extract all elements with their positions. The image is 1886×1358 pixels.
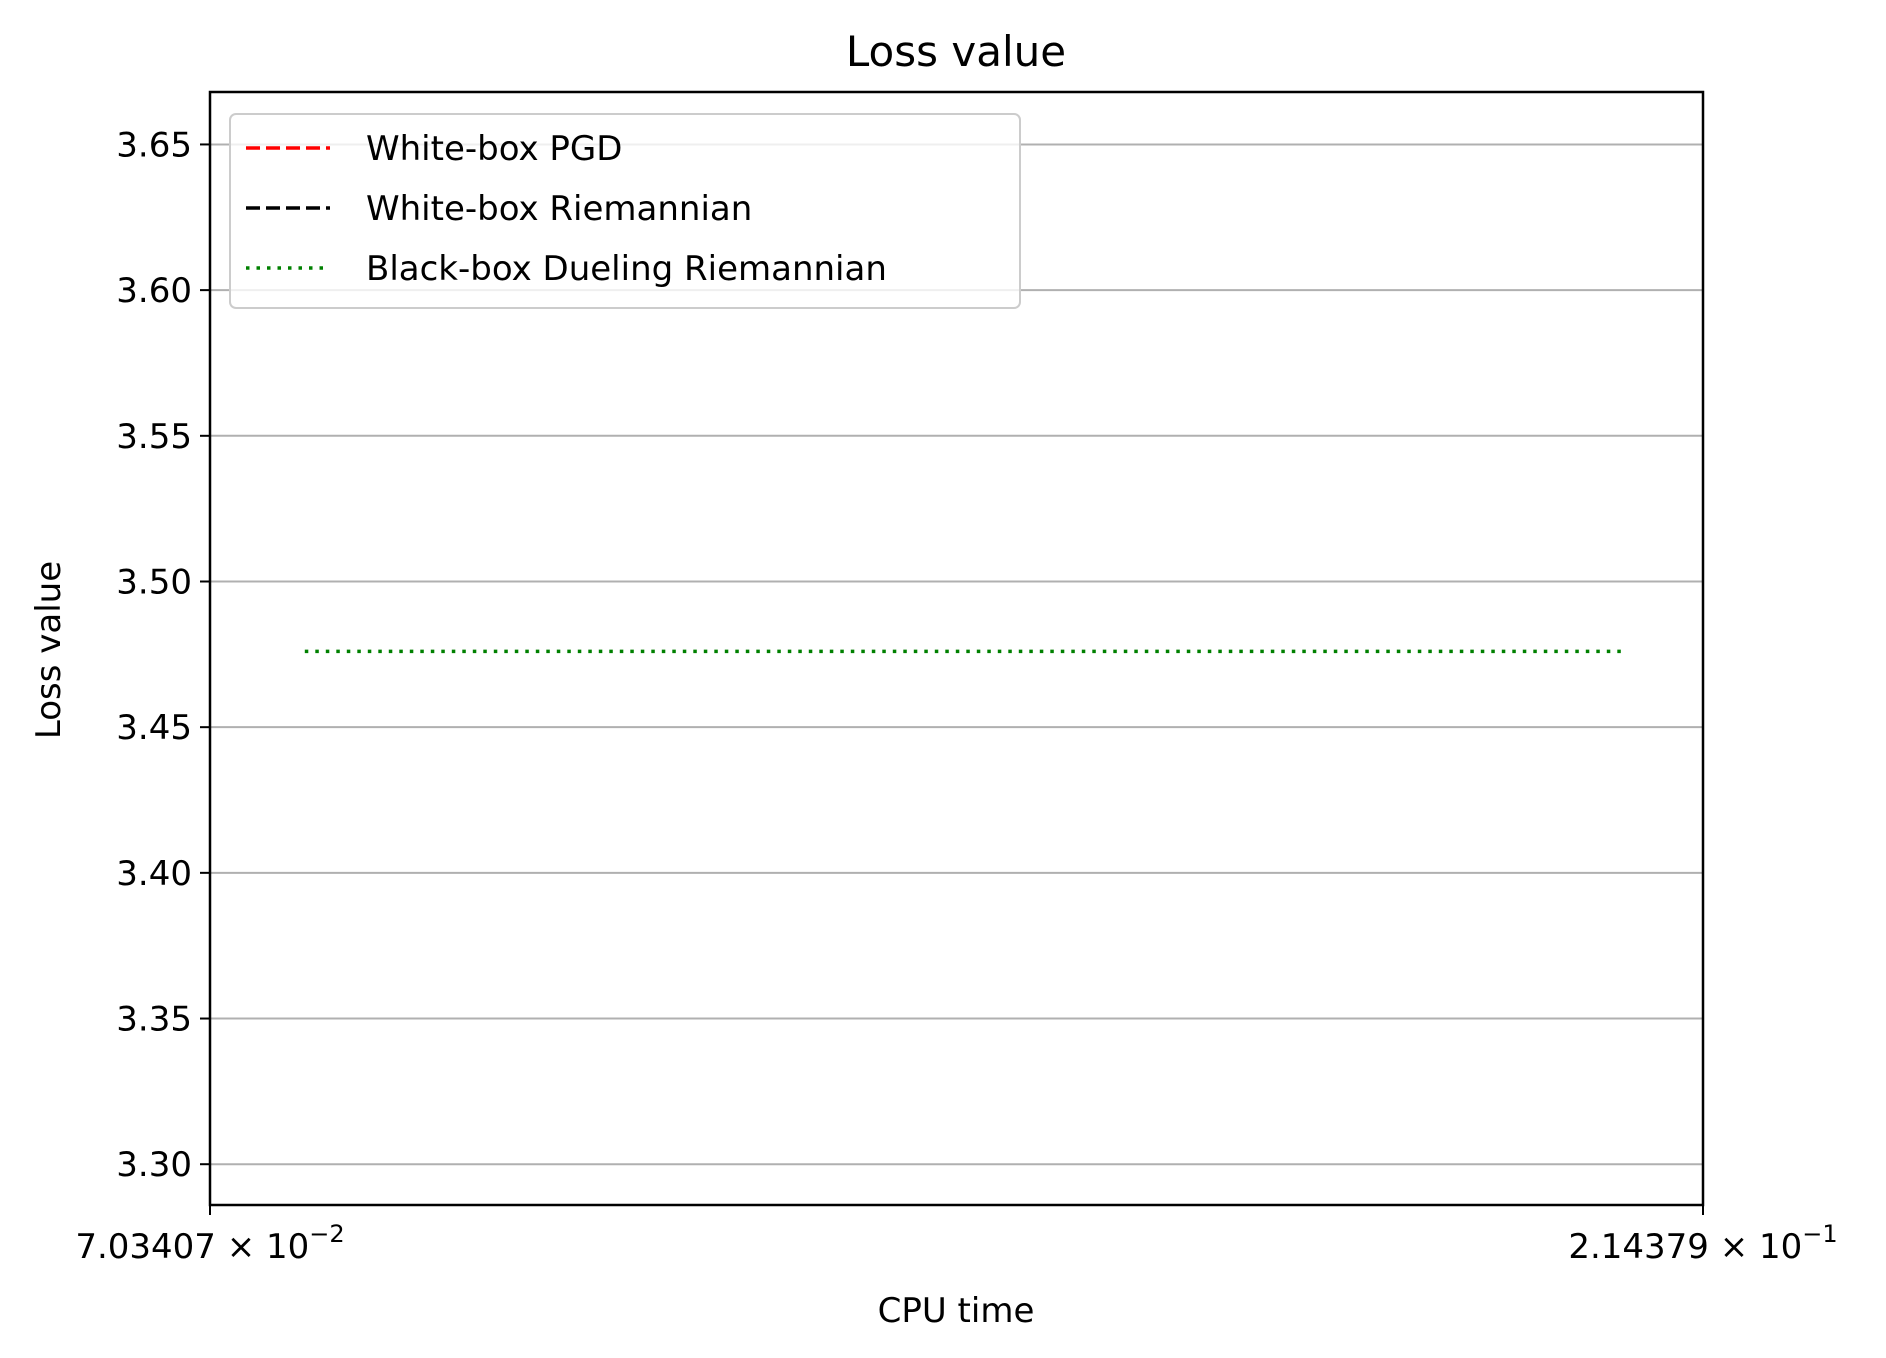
legend-label: White-box Riemannian [366,189,752,229]
legend-label: Black-box Dueling Riemannian [366,249,887,289]
y-tick-label: 3.35 [116,1000,192,1040]
legend-label: White-box PGD [366,129,622,169]
x-axis-ticks: 7.03407 × 10−2 2.14379 × 10−1 [75,1205,1838,1267]
x-tick-label: 2.14379 × 10−1 [1568,1220,1837,1267]
x-tick-exponent: −2 [309,1220,344,1248]
x-tick-times: × [216,1227,266,1267]
x-tick-exponent: −1 [1802,1220,1837,1248]
legend-box [229,113,1021,309]
x-tick-base: 10 [266,1227,309,1267]
x-tick-mantissa: 2.14379 [1568,1227,1709,1267]
y-tick-label: 3.45 [116,708,192,748]
y-tick-label: 3.50 [116,562,192,602]
chart-title: Loss value [846,27,1066,76]
x-tick-label: 7.03407 × 10−2 [75,1220,344,1267]
y-tick-label: 3.65 [116,125,192,165]
x-tick-base: 10 [1759,1227,1802,1267]
x-tick-times: × [1709,1227,1759,1267]
y-axis-label: Loss value [29,561,69,739]
x-tick-mantissa: 7.03407 [75,1227,216,1267]
y-tick-label: 3.55 [116,417,192,457]
y-tick-label: 3.40 [116,854,192,894]
y-tick-label: 3.30 [116,1145,192,1185]
legend: White-box PGD White-box Riemannian Black-b… [229,113,1021,309]
y-tick-label: 3.60 [116,271,192,311]
y-axis-ticks: 3.30 3.35 3.40 3.45 3.50 3.55 3.60 3.65 [116,125,210,1185]
plot-frame [208,90,1705,1207]
x-axis-label: CPU time [878,1291,1035,1331]
